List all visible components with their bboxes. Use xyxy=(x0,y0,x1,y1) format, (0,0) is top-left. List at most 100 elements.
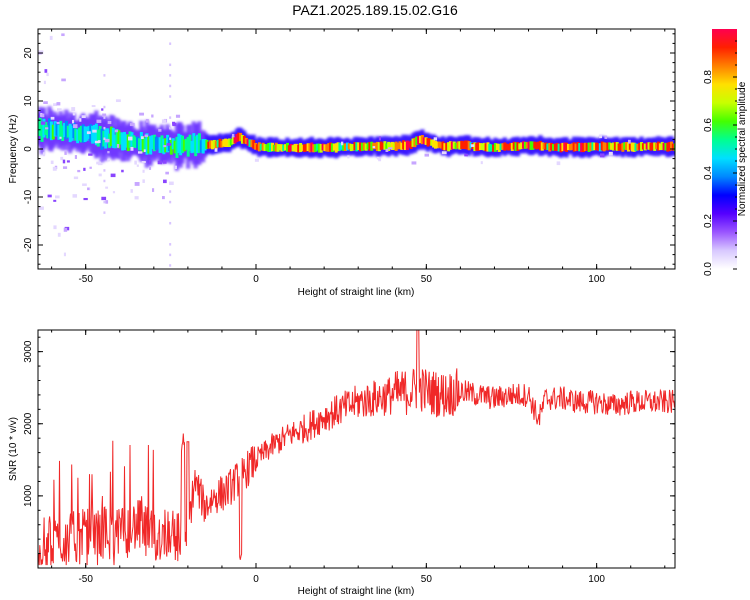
heatmap-cell xyxy=(291,145,295,152)
heatmap-y-axis-label: Frequency (Hz) xyxy=(8,115,19,184)
heatmap-cell xyxy=(475,142,479,151)
heatmap-speckle xyxy=(101,196,107,201)
heatmap-speckle xyxy=(376,156,380,160)
heatmap-cell xyxy=(175,136,179,158)
heatmap-cell xyxy=(630,142,634,152)
heatmap-cell xyxy=(460,140,464,149)
heatmap-y-tick-label: -10 xyxy=(23,189,34,204)
heatmap-cell xyxy=(596,143,600,151)
heatmap-cell xyxy=(48,118,52,139)
heatmap-cell xyxy=(525,142,529,149)
page-title: PAZ1.2025.189.15.02.G16 xyxy=(292,2,458,18)
heatmap-speckle xyxy=(101,108,104,111)
heatmap-cell xyxy=(136,136,140,149)
heatmap-cell xyxy=(310,142,314,152)
snr-plot-area xyxy=(38,330,675,568)
heatmap-speckle xyxy=(103,211,106,214)
heatmap-x-tick-label: -50 xyxy=(78,274,93,285)
heatmap-speckle xyxy=(91,105,96,108)
heatmap-cell xyxy=(314,144,318,152)
heatmap-cell xyxy=(362,142,366,151)
heatmap-cell xyxy=(379,141,383,150)
heatmap-speckle xyxy=(56,102,61,106)
heatmap-cell xyxy=(422,137,426,145)
heatmap-speckle xyxy=(64,151,67,155)
heatmap-speckle xyxy=(340,141,344,146)
heatmap-cell xyxy=(626,142,630,152)
heatmap-speckle xyxy=(72,194,78,198)
heatmap-cell xyxy=(447,142,451,152)
heatmap-speckle xyxy=(103,169,106,172)
colorbar-tick-label: 0.2 xyxy=(703,214,714,228)
heatmap-speckle xyxy=(175,114,181,118)
heatmap-speckle xyxy=(50,116,55,120)
heatmap-cell xyxy=(261,142,265,151)
heatmap-cell xyxy=(424,137,428,145)
heatmap-cell xyxy=(550,142,554,151)
heatmap-speckle xyxy=(40,121,46,125)
heatmap-cell xyxy=(426,138,430,147)
heatmap-speckle xyxy=(79,118,82,122)
heatmap-cell xyxy=(302,144,306,152)
heatmap-cell xyxy=(270,142,274,152)
snr-line xyxy=(38,330,675,566)
heatmap-cell xyxy=(396,142,400,150)
heatmap-speckle xyxy=(141,136,144,139)
heatmap-speckle xyxy=(53,103,57,107)
heatmap-cell xyxy=(53,121,57,137)
heatmap-speckle xyxy=(441,151,447,155)
heatmap-speckle xyxy=(49,35,53,40)
heatmap-cell xyxy=(628,142,632,150)
heatmap-cell xyxy=(214,140,218,149)
heatmap-cell xyxy=(522,141,526,149)
heatmap-speckle xyxy=(81,115,86,119)
heatmap-speckle xyxy=(115,99,121,103)
heatmap-speckle xyxy=(480,161,483,165)
heatmap-cell xyxy=(244,137,248,145)
heatmap-speckle xyxy=(59,136,62,139)
heatmap-cell xyxy=(617,143,621,151)
heatmap-cell xyxy=(613,142,617,151)
heatmap-cell xyxy=(591,142,595,151)
heatmap-cell xyxy=(229,139,233,146)
heatmap-speckle xyxy=(103,126,106,130)
heatmap-cell xyxy=(413,137,417,148)
heatmap-speckle xyxy=(71,119,75,124)
heatmap-cell xyxy=(91,125,95,144)
heatmap-speckle xyxy=(103,137,106,140)
heatmap-speckle xyxy=(103,179,106,183)
heatmap-speckle xyxy=(66,160,70,163)
heatmap-cell xyxy=(241,134,245,144)
heatmap-cell xyxy=(46,125,50,139)
heatmap-cell xyxy=(312,144,316,153)
heatmap-speckle xyxy=(41,113,45,118)
heatmap-speckle xyxy=(60,156,64,161)
heatmap-speckle xyxy=(130,189,133,193)
snr-y-axis-label: SNR (10 * v/v) xyxy=(8,417,19,481)
heatmap-speckle xyxy=(162,196,165,200)
heatmap-cell xyxy=(122,131,126,151)
heatmap-cell xyxy=(634,143,638,152)
heatmap-cell xyxy=(668,141,672,152)
heatmap-cell xyxy=(557,143,561,152)
heatmap-cell xyxy=(357,142,361,150)
heatmap-speckle xyxy=(134,160,137,165)
heatmap-cell xyxy=(653,142,657,151)
heatmap-cell xyxy=(610,143,614,150)
heatmap-speckle xyxy=(599,153,605,158)
heatmap-speckle xyxy=(96,161,101,165)
colorbar-ticks: 0.0 0.2 0.4 0.6 0.8 xyxy=(703,40,737,276)
heatmap-cell xyxy=(670,141,674,151)
heatmap-cell xyxy=(501,143,505,150)
heatmap-cell xyxy=(201,138,205,154)
heatmap-cell xyxy=(374,142,378,150)
heatmap-y-tick-label: -20 xyxy=(23,237,34,252)
heatmap-cell xyxy=(179,134,183,156)
heatmap-cell xyxy=(454,142,458,150)
heatmap-speckle xyxy=(142,179,145,183)
heatmap-cell xyxy=(518,143,522,150)
snr-y-tick-label: 1000 xyxy=(23,484,34,507)
heatmap-speckle xyxy=(411,161,417,165)
heatmap-speckle xyxy=(151,114,154,118)
heatmap-speckle xyxy=(96,119,102,123)
